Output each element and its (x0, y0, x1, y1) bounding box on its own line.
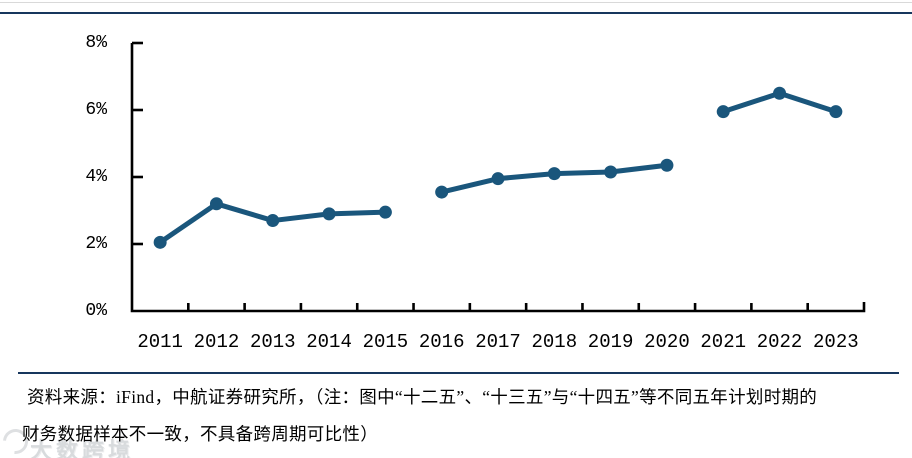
line-chart: 8% 6% 4% 2% 0% 2011 2012 2013 2014 2015 2016 2017 20… (85, 33, 866, 353)
x-axis-tick-label: 2014 (306, 331, 352, 353)
x-axis-tick-label: 2020 (644, 331, 690, 353)
x-axis-tick-label: 2019 (587, 331, 634, 353)
watermark-text: 大数跨境 (30, 438, 135, 458)
source-note-line1: 资料来源：iFind，中航证券研究所，（注：图中“十二五”、“十三五”与“十四五… (27, 387, 818, 407)
x-axis-tick-label: 2022 (756, 331, 803, 353)
x-axis-tick-label: 2011 (137, 331, 183, 353)
top-light-divider (0, 2, 912, 3)
y-axis-tick-label: 2% (85, 234, 107, 254)
chart-canvas (130, 41, 866, 313)
x-axis-tick-label: 2012 (193, 331, 240, 353)
y-axis-tick-label: 0% (85, 301, 107, 321)
y-axis-tick-label: 8% (85, 33, 107, 53)
top-navy-rule (0, 12, 912, 14)
x-axis-tick-label: 2015 (362, 331, 409, 353)
x-axis-tick-label: 2021 (700, 331, 747, 353)
x-axis-tick-label: 2017 (475, 331, 521, 353)
source-separator-rule (18, 372, 899, 374)
y-axis-tick-label: 6% (85, 100, 107, 120)
x-axis-tick-label: 2023 (813, 331, 859, 353)
x-axis-tick-label: 2013 (249, 331, 296, 353)
x-axis-tick-label: 2018 (531, 331, 578, 353)
source-note-line2: 财务数据样本不一致，不具备跨周期可比性） (22, 424, 378, 444)
y-axis-tick-label: 4% (85, 167, 107, 187)
x-axis-tick-label: 2016 (418, 331, 465, 353)
